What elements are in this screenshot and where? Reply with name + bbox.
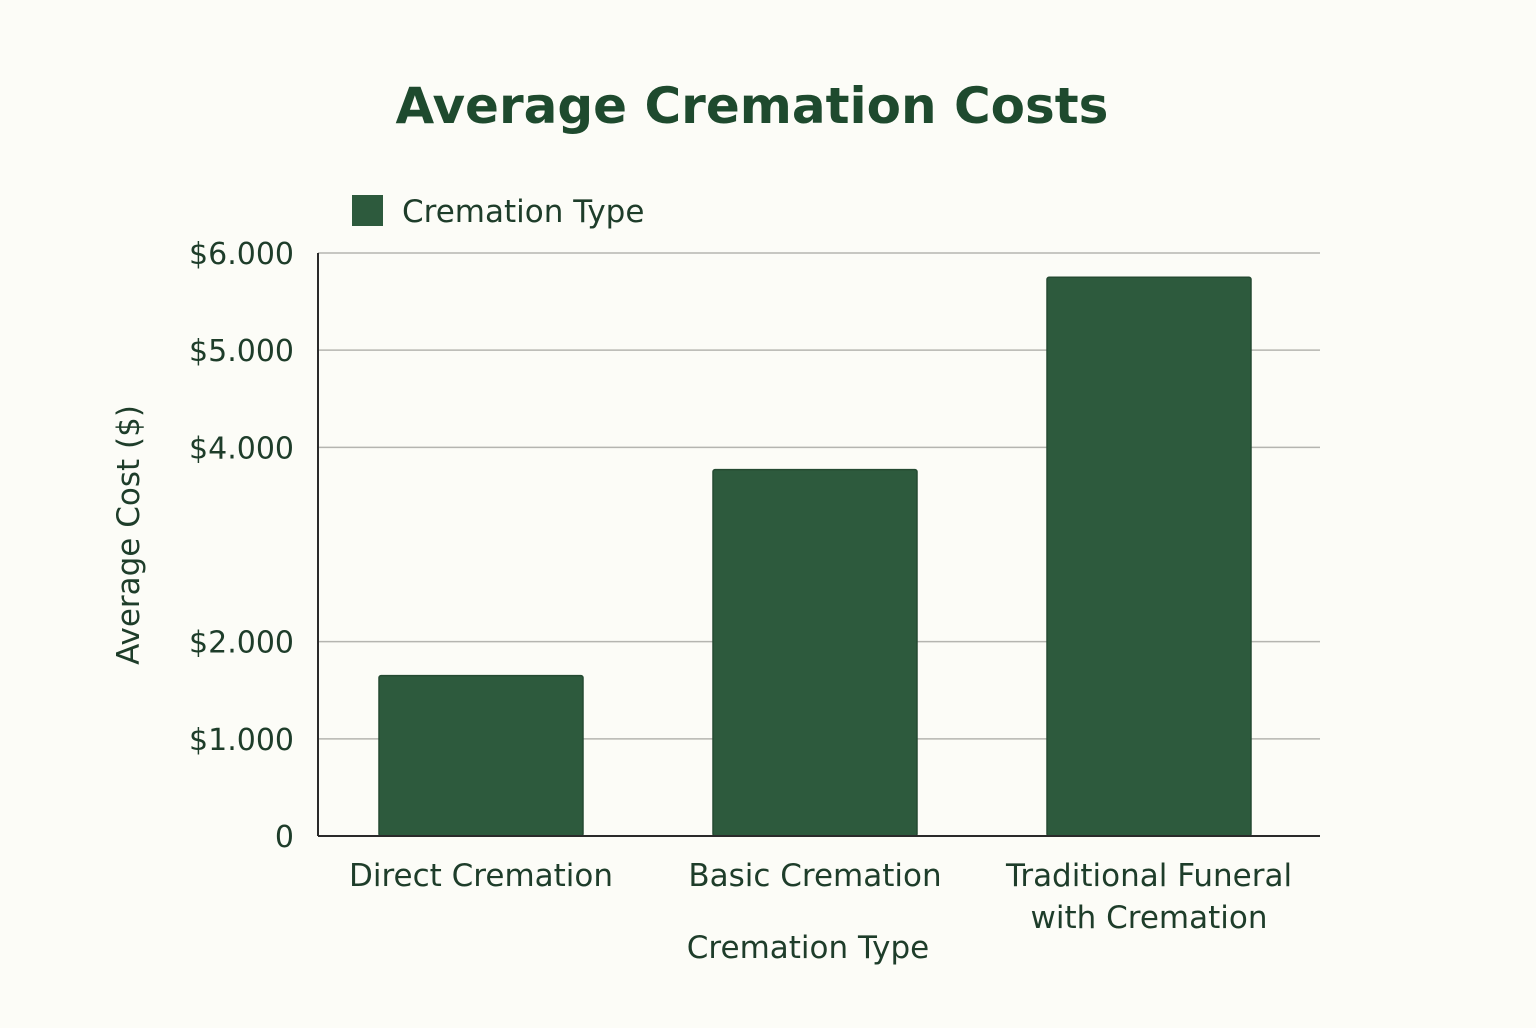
y-tick-label: 0 bbox=[275, 820, 294, 855]
x-category-label: Direct Cremation bbox=[349, 858, 613, 894]
legend-swatch bbox=[352, 195, 383, 226]
x-category-label: with Cremation bbox=[1031, 900, 1268, 936]
y-tick-label: $4.000 bbox=[189, 431, 294, 466]
legend-label: Cremation Type bbox=[402, 194, 644, 230]
y-axis-label: Average Cost ($) bbox=[111, 405, 147, 665]
legend: Cremation Type bbox=[352, 194, 644, 230]
chart-title: Average Cremation Costs bbox=[396, 77, 1109, 135]
bar bbox=[712, 468, 918, 837]
y-axis-ticks: 0 $1.000 $2.000 $4.000 $5.000 $6.000 bbox=[189, 237, 294, 855]
y-tick-label: $2.000 bbox=[189, 626, 294, 661]
y-tick-label: $5.000 bbox=[189, 334, 294, 369]
x-category-label: Basic Cremation bbox=[688, 858, 941, 894]
x-category-label: Traditional Funeral bbox=[1005, 858, 1292, 894]
y-tick-label: $1.000 bbox=[189, 723, 294, 758]
y-tick-label: $6.000 bbox=[189, 237, 294, 272]
bars bbox=[378, 276, 1252, 837]
x-axis-categories: Direct Cremation Basic Cremation Tradition… bbox=[349, 858, 1292, 936]
bar bbox=[1046, 276, 1252, 837]
bar bbox=[378, 674, 584, 837]
x-axis-label: Cremation Type bbox=[687, 930, 929, 966]
